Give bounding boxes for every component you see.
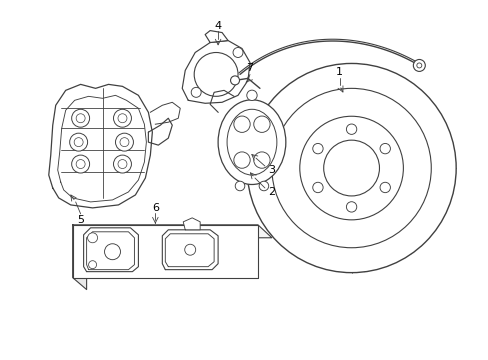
Circle shape <box>184 244 195 255</box>
Polygon shape <box>86 232 134 270</box>
Circle shape <box>235 181 244 191</box>
Polygon shape <box>49 84 152 208</box>
Text: 6: 6 <box>152 203 159 213</box>
Circle shape <box>253 116 269 132</box>
Text: 7: 7 <box>246 63 253 73</box>
Polygon shape <box>162 230 218 270</box>
Circle shape <box>312 143 323 154</box>
Circle shape <box>323 140 379 196</box>
Polygon shape <box>183 218 200 230</box>
Circle shape <box>76 114 85 123</box>
Ellipse shape <box>226 109 276 175</box>
Circle shape <box>120 138 129 147</box>
Circle shape <box>312 182 323 193</box>
Text: 4: 4 <box>214 21 221 31</box>
Circle shape <box>233 116 250 132</box>
Circle shape <box>246 63 455 273</box>
Circle shape <box>72 109 89 127</box>
Polygon shape <box>182 41 249 103</box>
Circle shape <box>233 48 243 58</box>
Circle shape <box>88 261 96 269</box>
Circle shape <box>115 133 133 151</box>
Polygon shape <box>205 31 227 42</box>
Polygon shape <box>73 225 258 278</box>
Circle shape <box>379 182 389 193</box>
Circle shape <box>253 152 269 168</box>
Circle shape <box>74 138 83 147</box>
Circle shape <box>346 202 356 212</box>
Circle shape <box>246 90 257 100</box>
Text: 2: 2 <box>268 187 275 197</box>
Circle shape <box>104 244 120 260</box>
Circle shape <box>412 59 425 71</box>
Circle shape <box>271 88 430 248</box>
Circle shape <box>230 76 239 85</box>
Text: 1: 1 <box>335 67 343 77</box>
Circle shape <box>194 53 238 96</box>
Circle shape <box>118 159 127 168</box>
Polygon shape <box>73 225 86 289</box>
Circle shape <box>113 109 131 127</box>
Circle shape <box>118 114 127 123</box>
Circle shape <box>113 155 131 173</box>
Circle shape <box>233 152 250 168</box>
Circle shape <box>416 63 421 68</box>
Circle shape <box>259 181 268 191</box>
Circle shape <box>299 116 403 220</box>
Polygon shape <box>83 228 138 272</box>
Polygon shape <box>58 95 146 202</box>
Circle shape <box>379 143 389 154</box>
Circle shape <box>69 133 87 151</box>
Ellipse shape <box>218 100 285 184</box>
Circle shape <box>87 233 98 243</box>
Circle shape <box>191 87 201 97</box>
Polygon shape <box>73 225 271 238</box>
Polygon shape <box>148 118 172 145</box>
Polygon shape <box>165 234 214 267</box>
Text: 5: 5 <box>77 215 84 225</box>
Text: 3: 3 <box>268 165 275 175</box>
Circle shape <box>72 155 89 173</box>
Circle shape <box>346 124 356 134</box>
Circle shape <box>76 159 85 168</box>
